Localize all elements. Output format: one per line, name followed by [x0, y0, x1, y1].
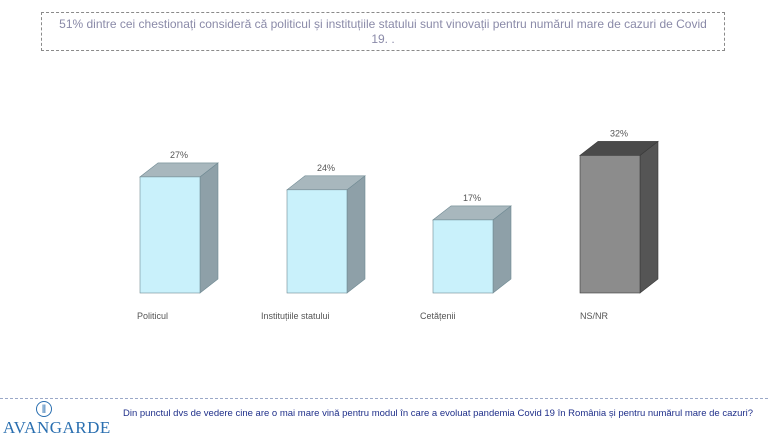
footer-divider [0, 398, 768, 399]
category-label: Cetățenii [420, 311, 456, 321]
category-label: Politicul [137, 311, 168, 321]
data-label: 32% [610, 128, 628, 138]
bar [579, 155, 641, 294]
bar-side [199, 162, 219, 294]
bar-side [346, 175, 366, 294]
category-label: Instituțiile statului [261, 311, 330, 321]
bar [286, 189, 348, 294]
data-label: 27% [170, 150, 188, 160]
logo-icon: ǁ [36, 401, 52, 417]
headline-box: 51% dintre cei chestionați consideră că … [41, 12, 725, 51]
logo-text: AVANGARDE [3, 418, 111, 437]
survey-question: Din punctul dvs de vedere cine are o mai… [123, 408, 753, 419]
bar-chart: 27% Politicul 24% Instituțiile statului 17% C… [137, 128, 659, 321]
headline-text: 51% dintre cei chestionați consideră că … [59, 16, 707, 46]
data-label: 17% [463, 193, 481, 203]
bar [432, 219, 494, 294]
data-label: 24% [317, 163, 335, 173]
bar [139, 176, 201, 294]
category-label: NS/NR [580, 311, 609, 321]
bar-side [492, 205, 512, 294]
avangarde-logo: ǁ AVANGARDE [3, 400, 110, 437]
bar-side [639, 140, 659, 294]
